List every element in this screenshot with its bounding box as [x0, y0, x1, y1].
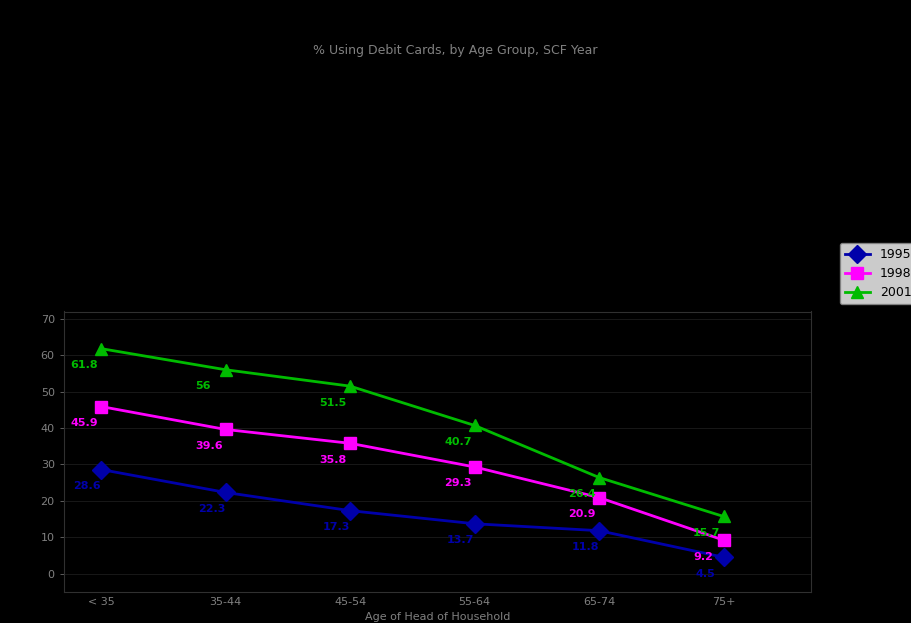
- Text: 28.6: 28.6: [74, 481, 101, 491]
- Legend: 1995, 1998, 2001: 1995, 1998, 2001: [840, 243, 911, 305]
- 2001: [96, 345, 107, 353]
- Text: % Using Debit Cards, by Age Group, SCF Year: % Using Debit Cards, by Age Group, SCF Y…: [313, 44, 598, 57]
- 1995: [220, 488, 231, 496]
- Text: 56: 56: [195, 381, 210, 391]
- Text: 22.3: 22.3: [198, 504, 225, 514]
- 2001: [344, 383, 355, 390]
- 1998: [344, 440, 355, 447]
- Text: 51.5: 51.5: [320, 397, 347, 407]
- Line: 1995: 1995: [95, 464, 730, 564]
- Text: 9.2: 9.2: [693, 551, 713, 561]
- 2001: [718, 513, 729, 520]
- 1995: [594, 527, 605, 535]
- Text: 11.8: 11.8: [571, 542, 599, 552]
- 1998: [594, 494, 605, 502]
- 2001: [594, 473, 605, 481]
- Text: 4.5: 4.5: [696, 569, 716, 579]
- Line: 1998: 1998: [95, 401, 730, 546]
- Text: 13.7: 13.7: [447, 535, 475, 545]
- Text: 61.8: 61.8: [70, 360, 98, 370]
- 2001: [220, 366, 231, 374]
- 1995: [96, 466, 107, 473]
- X-axis label: Age of Head of Household: Age of Head of Household: [364, 612, 510, 622]
- 1998: [96, 403, 107, 411]
- 1995: [469, 520, 480, 528]
- 2001: [469, 422, 480, 429]
- Text: 20.9: 20.9: [568, 509, 596, 519]
- Text: 39.6: 39.6: [195, 441, 222, 451]
- Text: 45.9: 45.9: [70, 418, 98, 428]
- Text: 29.3: 29.3: [444, 478, 472, 488]
- Text: 15.7: 15.7: [693, 528, 721, 538]
- 1998: [220, 426, 231, 433]
- Text: 35.8: 35.8: [320, 455, 347, 465]
- 1995: [718, 553, 729, 561]
- Text: 17.3: 17.3: [322, 522, 350, 532]
- Line: 2001: 2001: [95, 343, 730, 523]
- Text: 40.7: 40.7: [444, 437, 472, 447]
- 1998: [718, 536, 729, 544]
- 1998: [469, 464, 480, 471]
- Text: 26.4: 26.4: [568, 489, 597, 499]
- 1995: [344, 507, 355, 515]
